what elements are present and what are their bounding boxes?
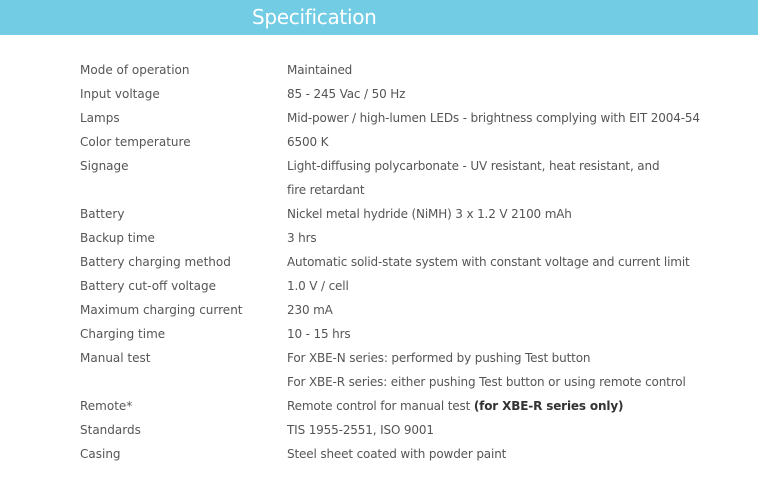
spec-value-text: 85 - 245 Vac / 50 Hz — [287, 87, 406, 101]
spec-value: 230 mA — [287, 298, 333, 322]
spec-row: Maximum charging current 230 mA — [0, 298, 758, 322]
spec-value-text: 230 mA — [287, 303, 333, 317]
spec-value-text: For XBE-R series: either pushing Test bu… — [287, 375, 686, 389]
spec-value-bold: (for XBE-R series only) — [473, 399, 624, 413]
spec-label: Backup time — [80, 231, 155, 245]
spec-value: For XBE-N series: performed by pushing T… — [287, 346, 591, 370]
spec-row: Casing Steel sheet coated with powder pai… — [0, 442, 758, 466]
spec-row: Backup time 3 hrs — [0, 226, 758, 250]
spec-row: fire retardant — [0, 178, 758, 202]
spec-value: Steel sheet coated with powder paint — [287, 442, 506, 466]
spec-value-text: 10 - 15 hrs — [287, 327, 351, 341]
spec-label: Battery charging method — [80, 255, 231, 269]
spec-value: Nickel metal hydride (NiMH) 3 x 1.2 V 21… — [287, 202, 572, 226]
spec-row: Manual test For XBE-N series: performed b… — [0, 346, 758, 370]
spec-label: Charging time — [80, 327, 166, 341]
spec-value: fire retardant — [287, 178, 365, 202]
spec-value-text: Mid-power / high-lumen LEDs - brightness… — [287, 111, 700, 125]
spec-value-text: 1.0 V / cell — [287, 279, 349, 293]
section-header: Specification — [0, 0, 758, 35]
spec-value-text: 3 hrs — [287, 231, 317, 245]
spec-row: Lamps Mid-power / high-lumen LEDs - brigh… — [0, 106, 758, 130]
spec-value-text: Light-diffusing polycarbonate - UV resis… — [287, 159, 660, 173]
spec-value-text: TIS 1955-2551, ISO 9001 — [287, 423, 434, 437]
spec-value: Light-diffusing polycarbonate - UV resis… — [287, 154, 660, 178]
spec-value: Remote control for manual test (for XBE-… — [287, 394, 624, 418]
spec-label: Input voltage — [80, 87, 160, 101]
spec-value: Maintained — [287, 58, 352, 82]
spec-row: Signage Light-diffusing polycarbonate - U… — [0, 154, 758, 178]
spec-value-text: Steel sheet coated with powder paint — [287, 447, 507, 461]
spec-row: Charging time 10 - 15 hrs — [0, 322, 758, 346]
spec-label: Signage — [80, 159, 129, 173]
spec-table: Mode of operation Maintained Input voltage… — [0, 58, 758, 466]
spec-value: 1.0 V / cell — [287, 274, 349, 298]
spec-value: 6500 K — [287, 130, 328, 154]
spec-label: Remote* — [80, 399, 133, 413]
spec-label: Standards — [80, 423, 141, 437]
spec-label: Lamps — [80, 111, 120, 125]
spec-label: Color temperature — [80, 135, 191, 149]
spec-label: Manual test — [80, 351, 151, 365]
spec-value: 85 - 245 Vac / 50 Hz — [287, 82, 405, 106]
spec-value-text: Remote control for manual test — [287, 399, 474, 413]
spec-value-text: Maintained — [287, 63, 353, 77]
spec-row: Battery charging method Automatic solid-s… — [0, 250, 758, 274]
spec-row: Input voltage 85 - 245 Vac / 50 Hz — [0, 82, 758, 106]
spec-label: Maximum charging current — [80, 303, 243, 317]
spec-label: Mode of operation — [80, 63, 190, 77]
spec-value: Mid-power / high-lumen LEDs - brightness… — [287, 106, 700, 130]
spec-row: Battery Nickel metal hydride (NiMH) 3 x 1… — [0, 202, 758, 226]
spec-value-text: fire retardant — [287, 183, 365, 197]
spec-row: Battery cut-off voltage 1.0 V / cell — [0, 274, 758, 298]
spec-value-text: 6500 K — [287, 135, 329, 149]
spec-value: 10 - 15 hrs — [287, 322, 351, 346]
section-title: Specification — [252, 5, 377, 29]
spec-value: 3 hrs — [287, 226, 317, 250]
spec-value-text: Automatic solid-state system with consta… — [287, 255, 690, 269]
spec-label: Battery cut-off voltage — [80, 279, 216, 293]
spec-row: Mode of operation Maintained — [0, 58, 758, 82]
spec-row: For XBE-R series: either pushing Test bu… — [0, 370, 758, 394]
spec-value-text: For XBE-N series: performed by pushing T… — [287, 351, 591, 365]
spec-value: TIS 1955-2551, ISO 9001 — [287, 418, 434, 442]
spec-row: Color temperature 6500 K — [0, 130, 758, 154]
spec-label: Battery — [80, 207, 125, 221]
spec-value: For XBE-R series: either pushing Test bu… — [287, 370, 686, 394]
spec-value-text: Nickel metal hydride (NiMH) 3 x 1.2 V 21… — [287, 207, 572, 221]
spec-label: Casing — [80, 447, 121, 461]
spec-row: Standards TIS 1955-2551, ISO 9001 — [0, 418, 758, 442]
spec-row: Remote* Remote control for manual test (f… — [0, 394, 758, 418]
spec-value: Automatic solid-state system with consta… — [287, 250, 690, 274]
